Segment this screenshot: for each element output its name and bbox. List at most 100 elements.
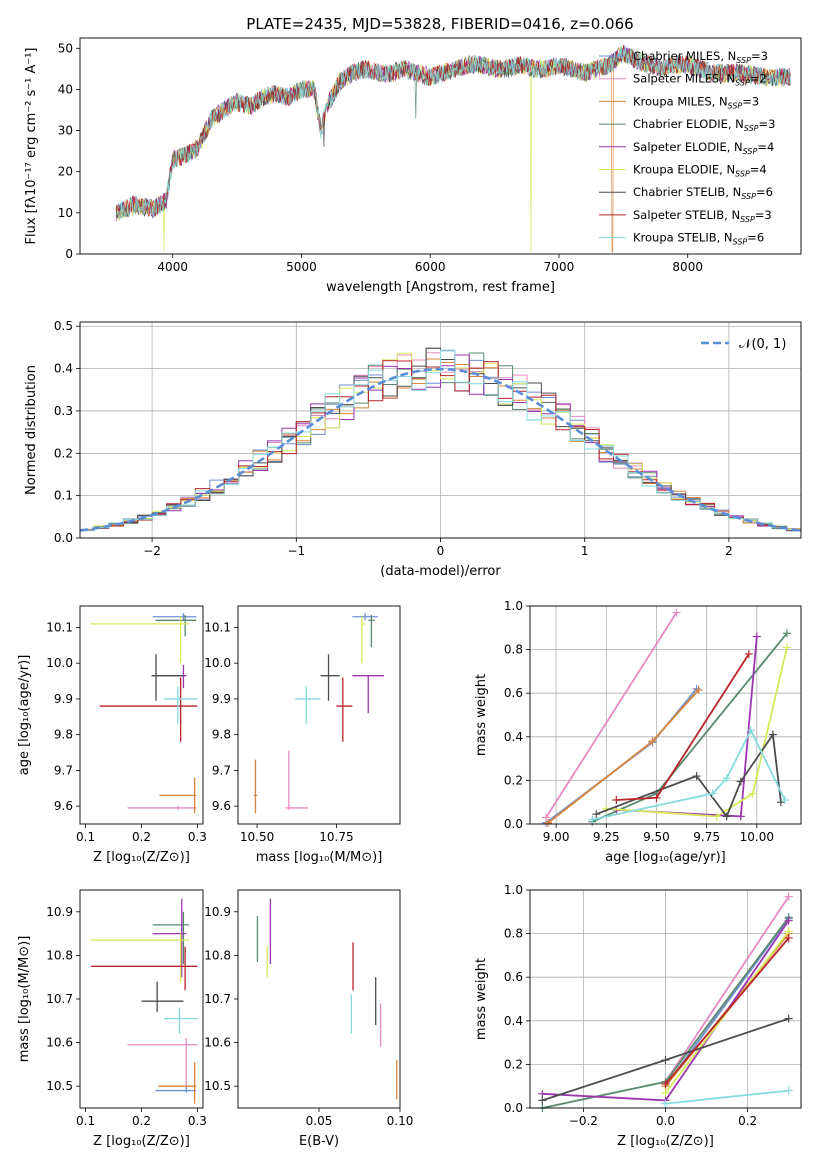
x-tick-label: 4000: [157, 260, 188, 274]
x-tick-label: 0.3: [188, 830, 207, 844]
massweight_vs_age-panel: 9.00 9.25 9.50 9.75 10.00 0.0 0.2 0.4 0.6 0.8 1.0 a…: [474, 599, 802, 865]
y-tick-label: 9.8: [212, 728, 231, 742]
axes-frame: [529, 605, 802, 825]
x-tick-label: 7000: [544, 260, 575, 274]
axes-frame: [237, 889, 401, 1109]
weight-marker: [768, 730, 777, 739]
weight-marker: [744, 649, 753, 658]
weight-marker: [648, 737, 657, 746]
legend-entry: Chabrier MILES, NSSP=3: [633, 49, 768, 65]
figure-title: PLATE=2435, MJD=53828, FIBERID=0416, z=0…: [246, 15, 633, 33]
x-tick-label: 5000: [286, 260, 317, 274]
x-axis-label: Z [log₁₀(Z/Z⊙)]: [93, 850, 190, 865]
x-tick-label: 1: [581, 544, 589, 558]
weight-marker: [784, 916, 793, 925]
weight-marker: [722, 774, 731, 783]
x-tick-label: 0.10: [387, 1114, 414, 1128]
weight-marker: [661, 1088, 670, 1097]
weight-line-3: [591, 632, 788, 823]
legend-entry: Chabrier ELODIE, NSSP=3: [633, 117, 775, 133]
x-axis-label: wavelength [Angstrom, rest frame]: [326, 280, 555, 295]
axes-frame: [529, 889, 802, 1109]
weight-line-5: [606, 647, 788, 818]
weight-marker: [736, 812, 745, 821]
weight-marker: [538, 1096, 547, 1105]
y-tick-label: 9.6: [212, 799, 231, 813]
y-tick-label: 9.7: [212, 763, 231, 777]
x-tick-label: 0.2: [738, 1114, 757, 1128]
normal-curve: [79, 367, 802, 532]
y-tick-label: 10.5: [204, 1079, 231, 1093]
legend-entry: 𝒩(0, 1): [739, 337, 786, 352]
weight-marker: [736, 777, 745, 786]
x-tick-label: −2: [143, 544, 161, 558]
y-tick-label: 0.4: [504, 1014, 523, 1028]
histogram-series-8: [80, 349, 801, 532]
y-tick-label: 9.8: [54, 728, 73, 742]
weight-marker: [542, 813, 551, 822]
y-tick-label: 0.0: [504, 817, 523, 831]
x-tick-label: 0.1: [76, 830, 95, 844]
y-tick-label: 9.7: [54, 763, 73, 777]
y-tick-label: 50: [58, 41, 73, 55]
weight-marker: [588, 815, 597, 824]
weight-marker: [752, 632, 761, 641]
axes-frame: [79, 321, 802, 539]
weight-marker: [784, 1014, 793, 1023]
axes-frame: [79, 37, 802, 255]
x-tick-label: 0.05: [306, 1114, 333, 1128]
legend-entry: Kroupa MILES, NSSP=3: [633, 94, 759, 110]
axes-frame: [237, 605, 401, 825]
y-tick-label: 0.6: [504, 686, 523, 700]
weight-line-6: [595, 732, 782, 819]
x-tick-label: 9.25: [593, 830, 620, 844]
y-axis-label: Normed distribution: [24, 365, 39, 495]
y-tick-label: 10.9: [46, 905, 73, 919]
y-tick-label: 10.6: [204, 1036, 231, 1050]
y-tick-label: 10.1: [46, 620, 73, 634]
y-tick-label: 0.0: [504, 1101, 523, 1115]
legend-entry: Salpeter ELODIE, NSSP=4: [633, 140, 774, 156]
weight-marker: [694, 685, 703, 694]
y-tick-label: 0.6: [504, 970, 523, 984]
chart-panels: 4000 5000 6000 7000 800001020304050wavelengt…: [17, 37, 802, 1149]
weight-marker: [708, 789, 717, 798]
weight-marker: [780, 796, 789, 805]
x-axis-label: E(B-V): [299, 1134, 339, 1149]
spectrum-legend: Chabrier MILES, NSSP=3 Salpeter MILES, NS…: [599, 49, 775, 247]
weight-line-1: [545, 612, 678, 818]
x-axis-label: Z [log₁₀(Z/Z⊙)]: [93, 1134, 190, 1149]
x-tick-label: 0: [437, 544, 445, 558]
weight-marker: [784, 892, 793, 901]
x-tick-label: 10.00: [740, 830, 774, 844]
x-tick-label: 10.50: [240, 830, 274, 844]
y-tick-label: 9.6: [54, 799, 73, 813]
weight-line-7: [664, 937, 790, 1085]
y-tick-label: 0.2: [504, 1057, 523, 1071]
y-tick-label: 0.2: [504, 773, 523, 787]
y-axis-label: Flux [fλ10⁻¹⁷ erg cm⁻² s⁻¹ A⁻¹]: [24, 48, 39, 245]
weight-marker: [784, 1086, 793, 1095]
x-tick-label: 0.3: [188, 1114, 207, 1128]
weight-marker: [544, 818, 553, 827]
weight-marker: [672, 608, 681, 617]
x-tick-label: 0.2: [132, 830, 151, 844]
legend-entry: Kroupa STELIB, NSSP=6: [633, 231, 764, 247]
x-tick-label: 9.75: [693, 830, 720, 844]
weight-marker: [782, 643, 791, 652]
y-tick-label: 9.9: [212, 692, 231, 706]
x-tick-label: 8000: [672, 260, 703, 274]
legend-entry: Chabrier STELIB, NSSP=6: [633, 185, 773, 201]
weight-marker: [722, 812, 731, 821]
weight-line-8: [592, 728, 786, 821]
y-tick-label: 10.7: [204, 992, 231, 1006]
y-tick-label: 0.8: [504, 643, 523, 657]
x-tick-label: 2: [725, 544, 733, 558]
axes-frame: [79, 889, 204, 1109]
weight-marker: [746, 726, 755, 735]
y-tick-label: 10.5: [46, 1079, 73, 1093]
y-tick-label: 1.0: [504, 599, 523, 613]
weight-marker: [782, 629, 791, 638]
weight-line-4: [616, 636, 758, 818]
x-axis-label: mass [log₁₀(M/M⊙)]: [256, 850, 383, 865]
